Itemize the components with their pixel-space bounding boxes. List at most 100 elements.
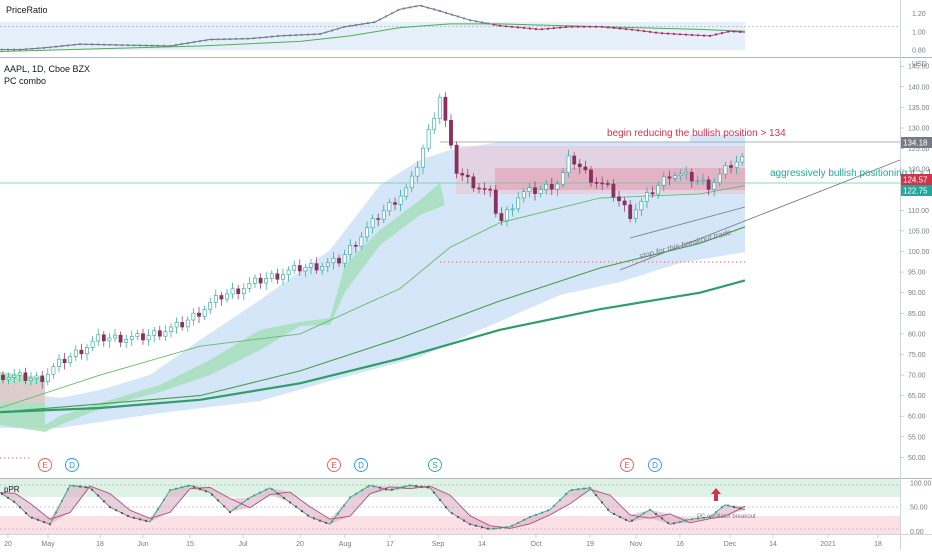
ratio-point (456, 15, 460, 18)
candle-body (443, 96, 448, 121)
event-marker-circle[interactable] (327, 458, 341, 472)
osc-point (708, 515, 712, 519)
event-marker-circle[interactable] (620, 458, 634, 472)
osc-point (60, 499, 64, 502)
ratio-point (414, 5, 418, 8)
ratio-point (180, 42, 184, 46)
oscillator-panel[interactable]: PC oscillator breakout pPR 100.00 50.00 0.… (0, 479, 932, 536)
candle-body (477, 187, 481, 190)
candle-body (650, 192, 655, 195)
price-tick-label: 55.00 (908, 434, 926, 441)
time-tick-label: 2021 (820, 541, 836, 548)
osc-point (384, 488, 388, 491)
price-tick-label: 135.00 (908, 105, 930, 112)
ratio-point (198, 40, 202, 43)
ratio-point (582, 25, 586, 28)
osc-point (426, 486, 430, 489)
price-tick-label: 105.00 (908, 228, 930, 235)
candle-body (689, 172, 694, 182)
ratio-point (684, 33, 688, 36)
candle-body (219, 295, 224, 300)
ratio-point (78, 43, 82, 46)
candle-body (493, 189, 498, 214)
event-marker-label: D (69, 461, 75, 470)
event-marker-circle[interactable] (354, 458, 368, 472)
candle-body (85, 347, 89, 355)
ratio-point (390, 12, 394, 15)
osc-point (228, 510, 232, 514)
osc-point (204, 490, 208, 493)
osc-point (414, 485, 418, 488)
currency-label: USD (912, 61, 927, 68)
candle-body (622, 200, 627, 206)
osc-point (54, 511, 58, 514)
candle-body (717, 173, 722, 184)
support-band (0, 183, 445, 432)
ratio-point (738, 30, 742, 33)
event-marker-circle[interactable] (428, 458, 442, 472)
osc-point (612, 512, 616, 516)
osc-point (66, 488, 70, 491)
candle-body (409, 175, 414, 189)
osc-point (630, 519, 634, 522)
osc-point (192, 485, 196, 488)
candle-body (57, 358, 61, 368)
osc-point (546, 509, 550, 512)
ratio-panel[interactable]: PriceRatio 1.20 1.00 0.80 (0, 4, 926, 55)
osc-point (96, 494, 100, 497)
event-marker-circle[interactable] (65, 458, 79, 472)
price-tick-label: 125.00 (908, 146, 930, 153)
osc-point (438, 498, 442, 501)
ratio-point (558, 26, 562, 29)
osc-point (84, 486, 88, 489)
event-marker-circle[interactable] (38, 458, 52, 472)
candle-body (594, 182, 599, 184)
osc-point (348, 496, 352, 499)
ratio-point (420, 5, 424, 8)
osc-point (324, 521, 328, 524)
candle-body (241, 288, 246, 294)
candle-body (163, 331, 168, 337)
osc-point (288, 501, 292, 504)
osc-point (468, 523, 472, 526)
ratio-point (540, 28, 544, 31)
ratio-point (168, 44, 172, 48)
event-marker-label: E (331, 461, 336, 470)
osc-point (390, 488, 394, 491)
candle-body (107, 337, 112, 342)
ratio-point (102, 43, 106, 46)
ratio-point (138, 44, 142, 47)
price-tick-label: 80.00 (908, 331, 926, 338)
candle-body (258, 277, 263, 284)
osc-point (714, 510, 718, 514)
price-panel[interactable]: AAPL, 1D, Cboe BZX PC combo begin reduci… (0, 61, 932, 472)
ratio-average-line (0, 23, 746, 52)
candle-body (527, 187, 532, 192)
osc-tick-label: 0.00 (910, 529, 924, 536)
osc-point (702, 516, 706, 519)
event-marker-label: D (652, 461, 658, 470)
osc-point (606, 508, 610, 511)
osc-ribbon (0, 485, 745, 530)
osc-point (150, 517, 154, 520)
ratio-point (696, 34, 700, 37)
ratio-point (672, 32, 676, 36)
ratio-point (360, 23, 364, 26)
time-axis[interactable]: 20 May 18 Jun 15 Jul 20 Aug 17 Sep 14 Oct 19 Nov 16 Dec… (4, 534, 882, 548)
candle-body (365, 227, 369, 238)
event-marker-circle[interactable] (648, 458, 662, 472)
ratio-point (66, 44, 70, 47)
ratio-point (678, 33, 682, 36)
ratio-point (324, 31, 328, 34)
ratio-point (96, 43, 100, 46)
ratio-point (240, 37, 244, 40)
osc-point (492, 527, 496, 530)
osc-point (486, 527, 490, 530)
ratio-point (150, 44, 154, 47)
ratio-point (660, 32, 664, 35)
osc-point (474, 524, 478, 527)
candle-body (62, 358, 67, 364)
osc-point (552, 504, 556, 507)
